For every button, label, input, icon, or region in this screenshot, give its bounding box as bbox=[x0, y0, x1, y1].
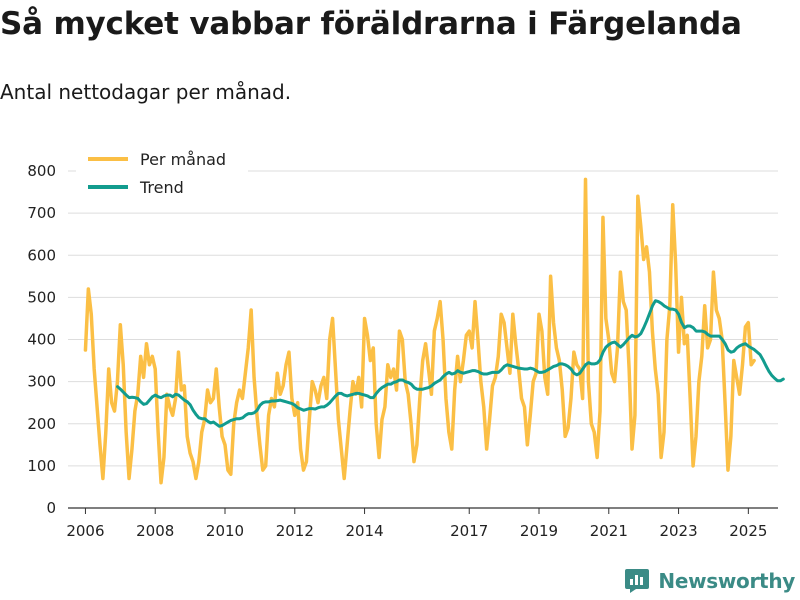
series-lines bbox=[83, 177, 785, 485]
x-tick-label: 2010 bbox=[206, 522, 244, 540]
x-tick-label: 2006 bbox=[66, 522, 104, 540]
brand-logo[interactable]: Newsworthy bbox=[624, 568, 795, 594]
y-tick-label: 0 bbox=[46, 499, 56, 517]
x-tick-label: 2023 bbox=[659, 522, 697, 540]
chart-title: Så mycket vabbar föräldrarna i Färgeland… bbox=[0, 6, 742, 42]
x-tick-label: 2008 bbox=[136, 522, 174, 540]
x-tick-label: 2025 bbox=[729, 522, 767, 540]
y-tick-label: 300 bbox=[27, 373, 56, 391]
legend-background bbox=[76, 145, 248, 205]
x-tick-label: 2019 bbox=[520, 522, 558, 540]
y-tick-label: 600 bbox=[27, 246, 56, 264]
y-axis-ticks: 0 100 200 300 400 500 600 700 800 bbox=[27, 162, 56, 517]
y-tick-label: 400 bbox=[27, 331, 56, 349]
x-tick-label: 2017 bbox=[450, 522, 488, 540]
legend: Per månad Trend bbox=[76, 145, 248, 205]
chart-subtitle: Antal nettodagar per månad. bbox=[0, 80, 292, 104]
brand-name: Newsworthy bbox=[658, 569, 795, 593]
series-line-per-manad bbox=[83, 177, 756, 485]
y-tick-label: 500 bbox=[27, 288, 56, 306]
x-tick-label: 2012 bbox=[276, 522, 314, 540]
legend-label-per-manad: Per månad bbox=[140, 150, 226, 169]
y-tick-label: 200 bbox=[27, 415, 56, 433]
series-line-trend bbox=[116, 299, 785, 428]
y-tick-label: 800 bbox=[27, 162, 56, 180]
y-tick-label: 100 bbox=[27, 457, 56, 475]
grid-lines bbox=[68, 170, 778, 509]
y-tick-label: 700 bbox=[27, 204, 56, 222]
x-tick-label: 2014 bbox=[345, 522, 383, 540]
x-axis-ticks: 2006 2008 2010 2012 2014 2017 2019 2021 2023 2025 bbox=[66, 508, 767, 540]
newsworthy-logo-icon bbox=[625, 569, 650, 593]
x-tick-label: 2021 bbox=[590, 522, 628, 540]
legend-label-trend: Trend bbox=[139, 178, 184, 197]
